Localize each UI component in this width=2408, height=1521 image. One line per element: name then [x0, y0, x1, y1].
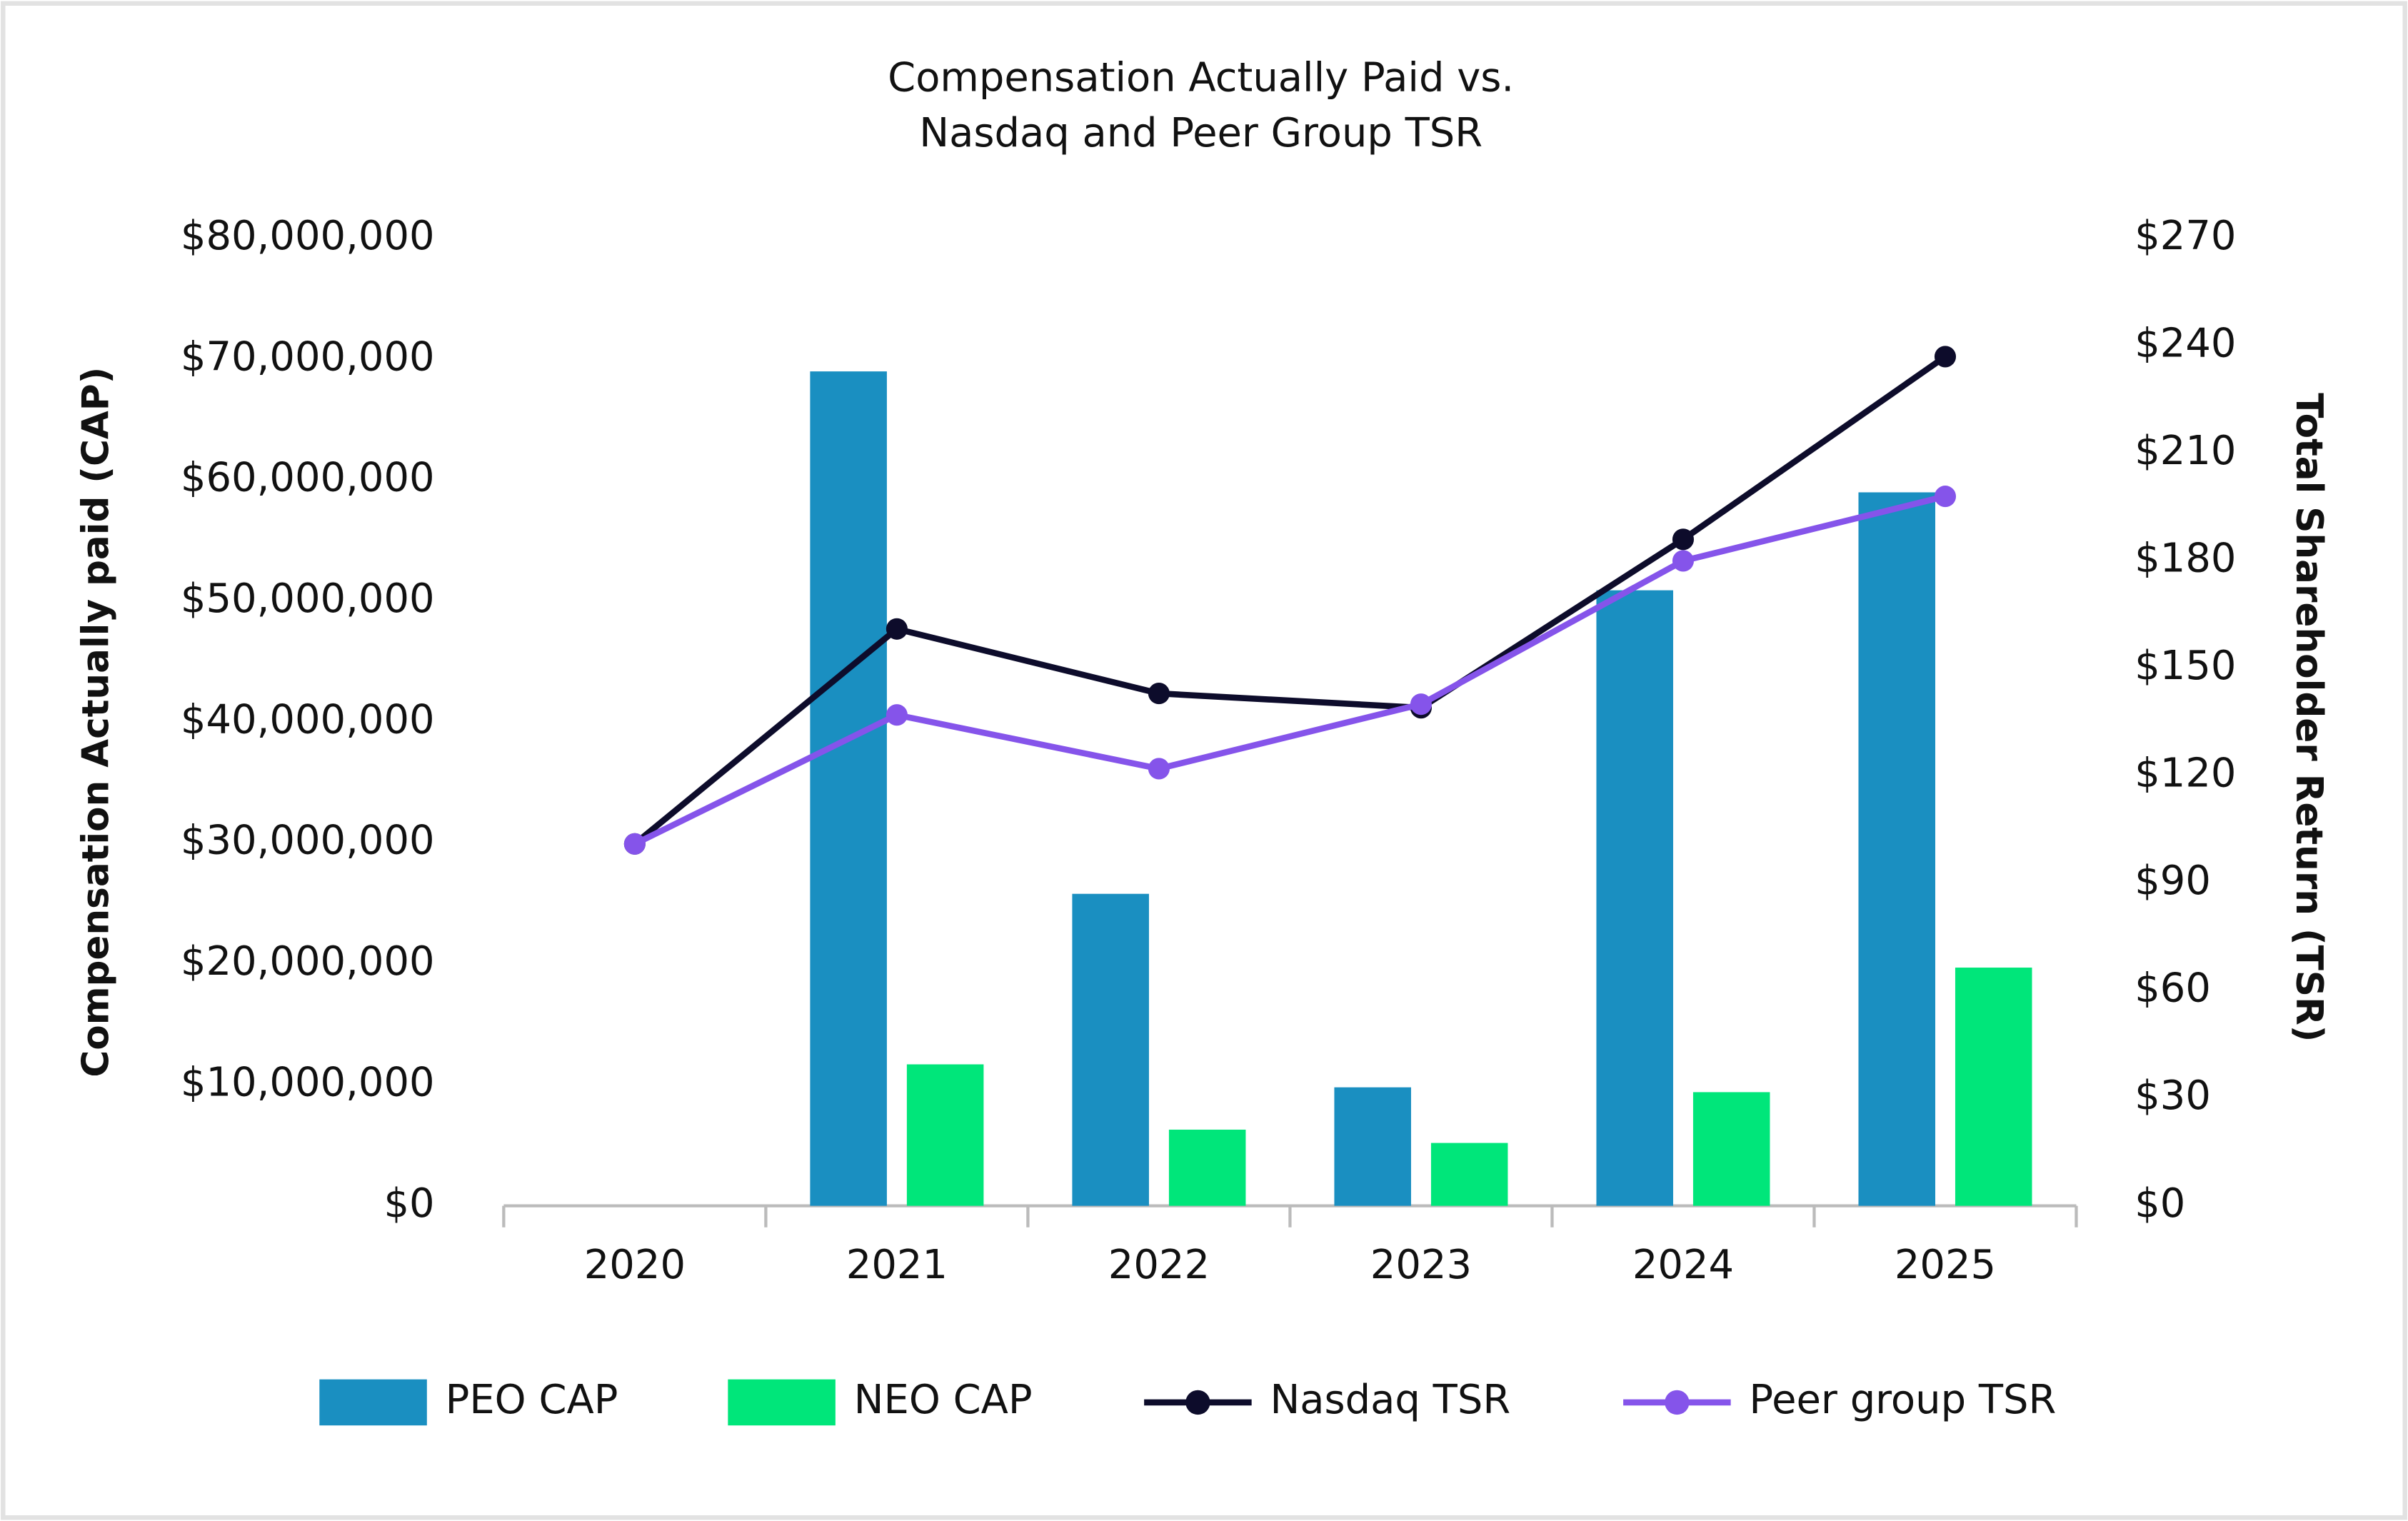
line-point [1672, 550, 1695, 572]
legend-swatch [319, 1379, 427, 1426]
line-point [1934, 486, 1957, 508]
y-axis-label: Compensation Actually paid (CAP) [75, 367, 118, 1078]
line-point [1934, 346, 1957, 368]
legend-label: PEO CAP [446, 1377, 618, 1423]
bar [1168, 1129, 1246, 1206]
y-tick-label: $30,000,000 [181, 818, 435, 864]
bar [810, 371, 887, 1206]
y-tick-label: $80,000,000 [181, 213, 435, 259]
bar [1955, 968, 2032, 1206]
y2-tick-label: $180 [2134, 536, 2236, 582]
legend-label: NEO CAP [854, 1377, 1033, 1423]
y-tick-label: $40,000,000 [181, 696, 435, 743]
line [633, 493, 1947, 847]
chart-title: Compensation Actually Paid vs. [888, 54, 1514, 101]
legend-swatch [728, 1379, 836, 1426]
line-point [1410, 693, 1432, 716]
y2-tick-label: $120 [2134, 751, 2236, 797]
bar [906, 1064, 984, 1206]
y2-tick-label: $60 [2134, 965, 2211, 1012]
y-tick-label: $20,000,000 [181, 938, 435, 985]
line-point [886, 704, 908, 726]
x-tick-label: 2021 [846, 1242, 948, 1288]
line-point [886, 618, 908, 640]
legend-swatch [1665, 1390, 1690, 1415]
line-point [1148, 758, 1170, 780]
y2-tick-label: $270 [2134, 213, 2236, 259]
line-point [1148, 683, 1170, 705]
x-tick-label: 2023 [1370, 1242, 1472, 1288]
y2-tick-label: $150 [2134, 643, 2236, 689]
y-tick-label: $0 [383, 1180, 434, 1227]
y2-axis-label: Total Shareholder Return (TSR) [2287, 393, 2330, 1042]
y2-tick-label: $90 [2134, 858, 2211, 904]
y2-tick-label: $240 [2134, 320, 2236, 366]
bar [1596, 590, 1673, 1206]
bar [1430, 1143, 1508, 1206]
bar [1072, 893, 1149, 1206]
x-tick-label: 2020 [584, 1242, 686, 1288]
legend-label: Nasdaq TSR [1270, 1377, 1510, 1423]
x-tick-label: 2022 [1108, 1242, 1210, 1288]
chart-title: Nasdaq and Peer Group TSR [919, 110, 1483, 156]
y-tick-label: $10,000,000 [181, 1059, 435, 1105]
y-tick-label: $60,000,000 [181, 455, 435, 501]
y2-tick-label: $0 [2134, 1180, 2185, 1227]
legend-swatch [1185, 1390, 1210, 1415]
line-point [623, 833, 646, 855]
bar [1858, 492, 1936, 1206]
y-tick-label: $50,000,000 [181, 576, 435, 622]
x-tick-label: 2025 [1895, 1242, 1996, 1288]
bar [1334, 1087, 1411, 1206]
line-point [1672, 528, 1695, 551]
legend-label: Peer group TSR [1749, 1377, 2056, 1423]
line [633, 353, 1947, 847]
y2-tick-label: $30 [2134, 1073, 2211, 1119]
bar [1692, 1092, 1770, 1206]
y-tick-label: $70,000,000 [181, 333, 435, 380]
y2-tick-label: $210 [2134, 428, 2236, 474]
x-tick-label: 2024 [1632, 1242, 1734, 1288]
